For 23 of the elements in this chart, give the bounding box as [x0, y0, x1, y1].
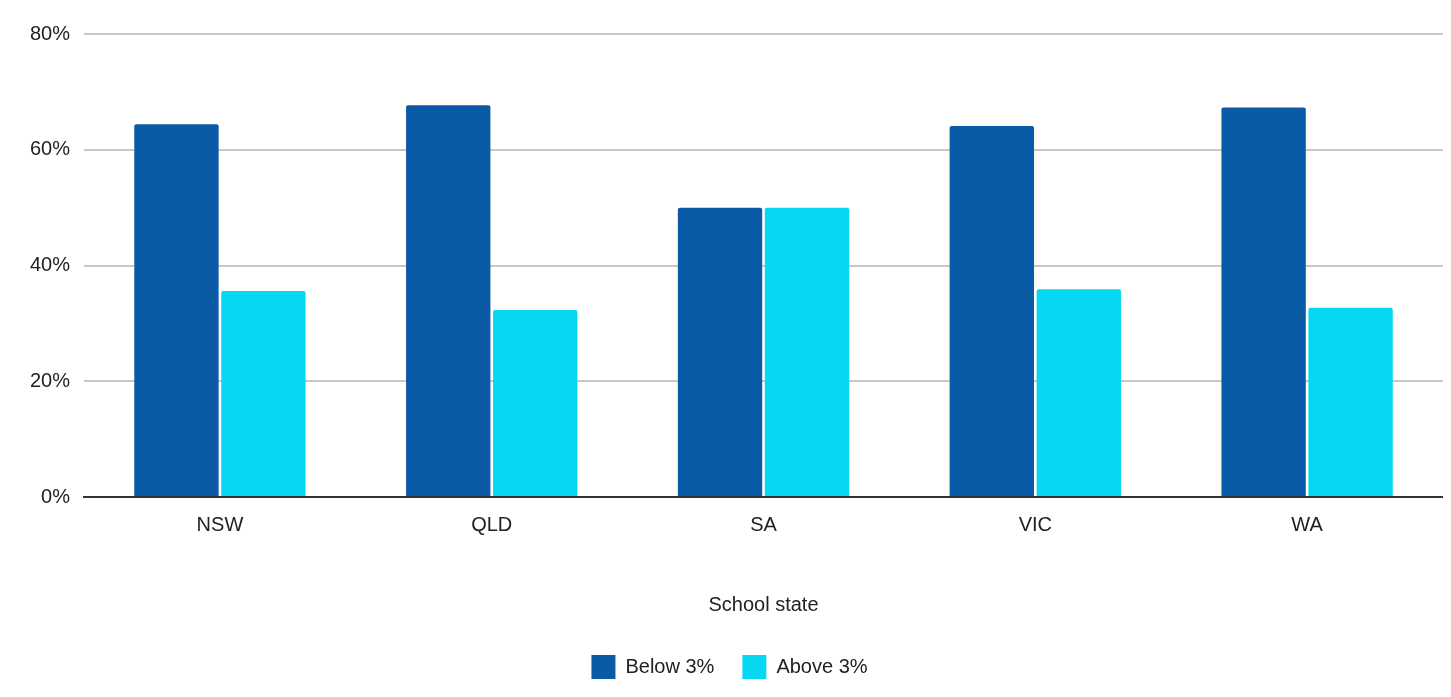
x-tick-label: WA — [1291, 512, 1324, 535]
x-tick-label: NSW — [196, 512, 244, 535]
y-tick-label: 20% — [30, 368, 71, 391]
x-tick-label: SA — [750, 512, 778, 535]
bar — [1036, 289, 1121, 496]
bar — [221, 290, 306, 496]
bar — [1221, 107, 1306, 496]
y-tick-label: 0% — [41, 484, 71, 507]
y-tick-label: 80% — [30, 21, 71, 44]
x-tick-label: QLD — [471, 512, 513, 535]
y-tick-label: 40% — [30, 253, 71, 276]
bar — [677, 207, 763, 496]
y-tick-label: 60% — [30, 137, 71, 160]
bar — [764, 207, 850, 496]
legend-label: Below 3% — [625, 654, 715, 677]
bar — [134, 124, 219, 496]
legend-label: Above 3% — [776, 654, 868, 677]
bar — [493, 310, 578, 496]
bar — [406, 105, 491, 496]
bar — [1308, 307, 1393, 496]
bar — [949, 126, 1034, 496]
x-axis-title: School state — [708, 592, 819, 615]
x-tick-label: VIC — [1018, 512, 1052, 535]
